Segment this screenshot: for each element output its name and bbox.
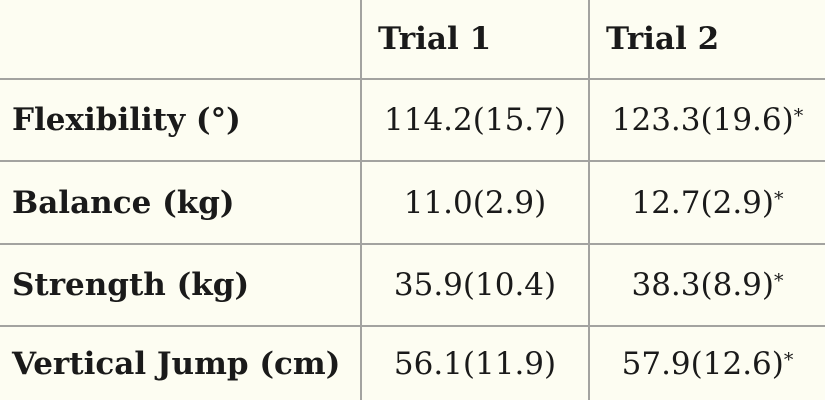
value-text: 57.9(12.6) (621, 345, 784, 382)
value-cell: 114.2(15.7) (360, 78, 588, 160)
row-label-cell: Flexibility (°) (0, 78, 360, 160)
value-text: 56.1(11.9) (393, 345, 557, 382)
value-cell: 56.1(11.9) (360, 325, 588, 400)
value-text: 35.9(10.4) (393, 267, 557, 303)
significance-mark: * (793, 105, 804, 127)
significance-mark: * (774, 270, 784, 292)
value-text: 12.7(2.9) (631, 184, 774, 221)
value-cell: 57.9(12.6) * (588, 325, 825, 400)
row-label: Strength (kg) (12, 267, 250, 303)
value-text: 114.2(15.7) (384, 102, 566, 138)
value-cell: 12.7(2.9) * (588, 160, 825, 243)
row-label: Balance (kg) (12, 184, 235, 221)
column-header: Trial 1 (360, 0, 588, 78)
row-label-cell: Vertical Jump (cm) (0, 325, 360, 400)
value-cell: 11.0(2.9) (360, 160, 588, 243)
value-cell: 35.9(10.4) (360, 243, 588, 325)
value-cell: 38.3(8.9) * (588, 243, 825, 325)
header-text: Trial 1 (378, 21, 492, 57)
significance-mark: * (783, 348, 794, 371)
value-text: 123.3(19.6) (611, 102, 794, 138)
value-text: 38.3(8.9) (631, 267, 774, 303)
column-header: Trial 2 (588, 0, 825, 78)
row-label: Flexibility (°) (12, 102, 241, 138)
header-text: Trial 2 (606, 21, 720, 57)
corner-cell (0, 0, 360, 78)
row-label-cell: Strength (kg) (0, 243, 360, 325)
row-label: Vertical Jump (cm) (12, 345, 341, 382)
value-text: 11.0(2.9) (403, 184, 547, 221)
value-cell: 123.3(19.6) * (588, 78, 825, 160)
row-label-cell: Balance (kg) (0, 160, 360, 243)
significance-mark: * (774, 187, 784, 210)
